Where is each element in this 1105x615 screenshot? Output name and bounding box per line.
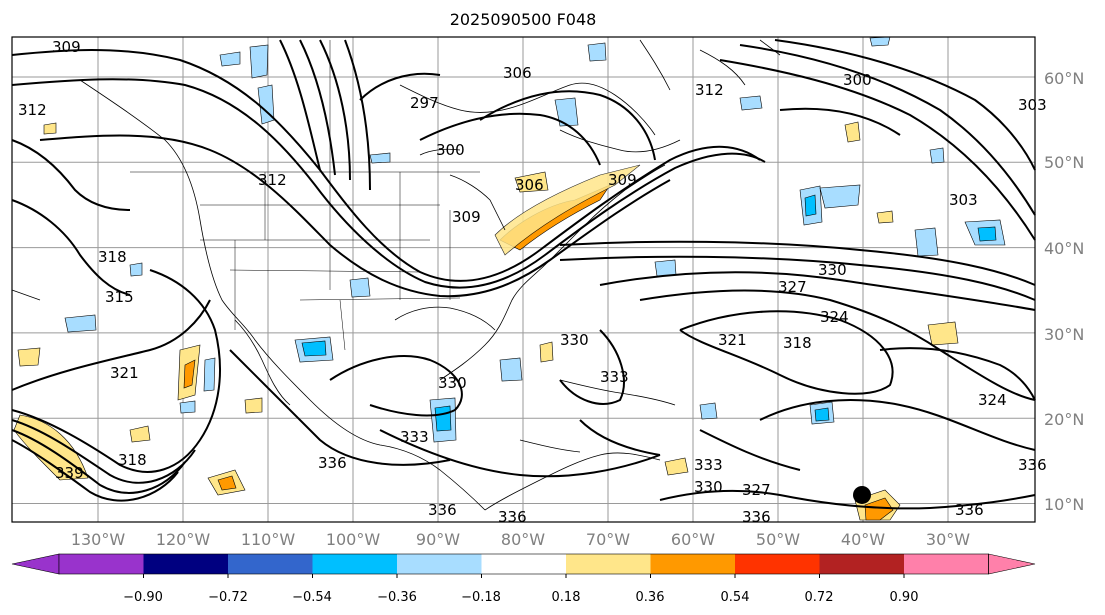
contour-label: 330 (694, 478, 723, 496)
colorbar-tick-label: 0.54 (721, 590, 750, 605)
colorbar (11, 553, 1036, 578)
colorbar-swatch (143, 554, 228, 574)
colorbar-extend-high (988, 553, 1036, 575)
contour-label: 306 (503, 64, 532, 82)
contour-label: 315 (105, 288, 134, 306)
colorbar-tick-label: −0.72 (208, 590, 248, 605)
contour-label: 336 (428, 501, 457, 519)
storm-position-marker (853, 485, 871, 504)
colorbar-swatch (312, 554, 397, 574)
contour-label: 312 (258, 171, 287, 189)
colorbar-frame (58, 553, 989, 575)
contour-label: 318 (783, 334, 812, 352)
contour-label: 306 (515, 176, 544, 194)
contour-label: 309 (608, 171, 637, 189)
contour-label: 312 (695, 81, 724, 99)
lat-label: 50°N (1044, 153, 1084, 172)
colorbar-swatch (59, 554, 144, 574)
colorbar-tick-label: −0.90 (123, 590, 163, 605)
map-panel: 309 306 297 300 312 303 300 303 306 309 … (11, 36, 1047, 526)
contour-label: 321 (718, 331, 747, 349)
contour-label: 336 (498, 508, 527, 526)
contour-label: 312 (18, 101, 47, 119)
contour-label: 327 (742, 481, 771, 499)
lon-label: 40°W (841, 530, 885, 549)
colorbar-swatch (904, 554, 989, 574)
contour-label: 336 (1018, 456, 1047, 474)
colorbar-swatch (228, 554, 313, 574)
shading-positive (13, 121, 959, 521)
colorbar-tick-label: 0.72 (805, 590, 834, 605)
colorbar-tick-label: −0.36 (377, 590, 417, 605)
contour-label: 318 (118, 451, 147, 469)
latitude-labels: 60°N 50°N 40°N 30°N 20°N 10°N (1044, 69, 1084, 514)
lon-label: 50°W (756, 530, 800, 549)
lon-label: 80°W (501, 530, 545, 549)
contour-label: 333 (600, 368, 629, 386)
contour-label: 330 (818, 261, 847, 279)
contour-labels: 309 306 297 300 312 303 300 303 306 309 … (18, 38, 1047, 526)
contour-label: 297 (410, 94, 439, 112)
contour-label: 339 (55, 464, 84, 482)
contour-label: 300 (843, 71, 872, 89)
colorbar-swatch (735, 554, 820, 574)
lon-label: 120°W (156, 530, 211, 549)
contour-label: 318 (98, 248, 127, 266)
contour-label: 324 (820, 308, 849, 326)
colorbar-swatch (397, 554, 482, 574)
contour-label: 330 (560, 331, 589, 349)
contour-label: 303 (949, 191, 978, 209)
colorbar-swatch (566, 554, 651, 574)
lon-label: 70°W (586, 530, 630, 549)
colorbar-swatch (650, 554, 735, 574)
colorbar-swatch (481, 554, 566, 574)
colorbar-extend-low (11, 553, 60, 575)
map-title: 2025090500 F048 (450, 10, 597, 29)
lat-label: 10°N (1044, 495, 1084, 514)
contour-label: 300 (436, 141, 465, 159)
contour-label: 309 (52, 38, 81, 56)
colorbar-tick-label: −0.54 (292, 590, 332, 605)
lat-label: 30°N (1044, 325, 1084, 344)
contour-label: 333 (694, 456, 723, 474)
lon-label: 100°W (326, 530, 381, 549)
lat-label: 40°N (1044, 239, 1084, 258)
colorbar-labels: −0.90 −0.72 −0.54 −0.36 −0.18 0.18 0.36 … (123, 590, 918, 605)
contour-label: 336 (318, 454, 347, 472)
colorbar-tick-label: 0.18 (552, 590, 581, 605)
colorbar-tick-label: 0.36 (636, 590, 665, 605)
lon-label: 30°W (926, 530, 970, 549)
shading-negative (64, 36, 1006, 443)
contour-label: 336 (742, 508, 771, 526)
lon-label: 90°W (416, 530, 460, 549)
longitude-labels: 130°W 120°W 110°W 100°W 90°W 80°W 70°W 6… (71, 530, 970, 549)
lon-label: 130°W (71, 530, 126, 549)
colorbar-tick-label: −0.18 (461, 590, 501, 605)
map-border (11, 36, 1036, 523)
contour-label: 303 (1018, 96, 1047, 114)
contour-label: 330 (438, 374, 467, 392)
lat-label: 60°N (1044, 69, 1084, 88)
lon-label: 60°W (671, 530, 715, 549)
lat-label: 20°N (1044, 410, 1084, 429)
contours (11, 39, 1036, 510)
lon-label: 110°W (241, 530, 296, 549)
colorbar-swatch (819, 554, 904, 574)
contour-label: 321 (110, 364, 139, 382)
contour-label: 336 (955, 501, 984, 519)
contour-label: 327 (778, 278, 807, 296)
contour-label: 333 (400, 428, 429, 446)
contour-label: 324 (978, 391, 1007, 409)
contour-label: 309 (452, 208, 481, 226)
colorbar-tick-label: 0.90 (890, 590, 919, 605)
state-borders (130, 40, 480, 351)
